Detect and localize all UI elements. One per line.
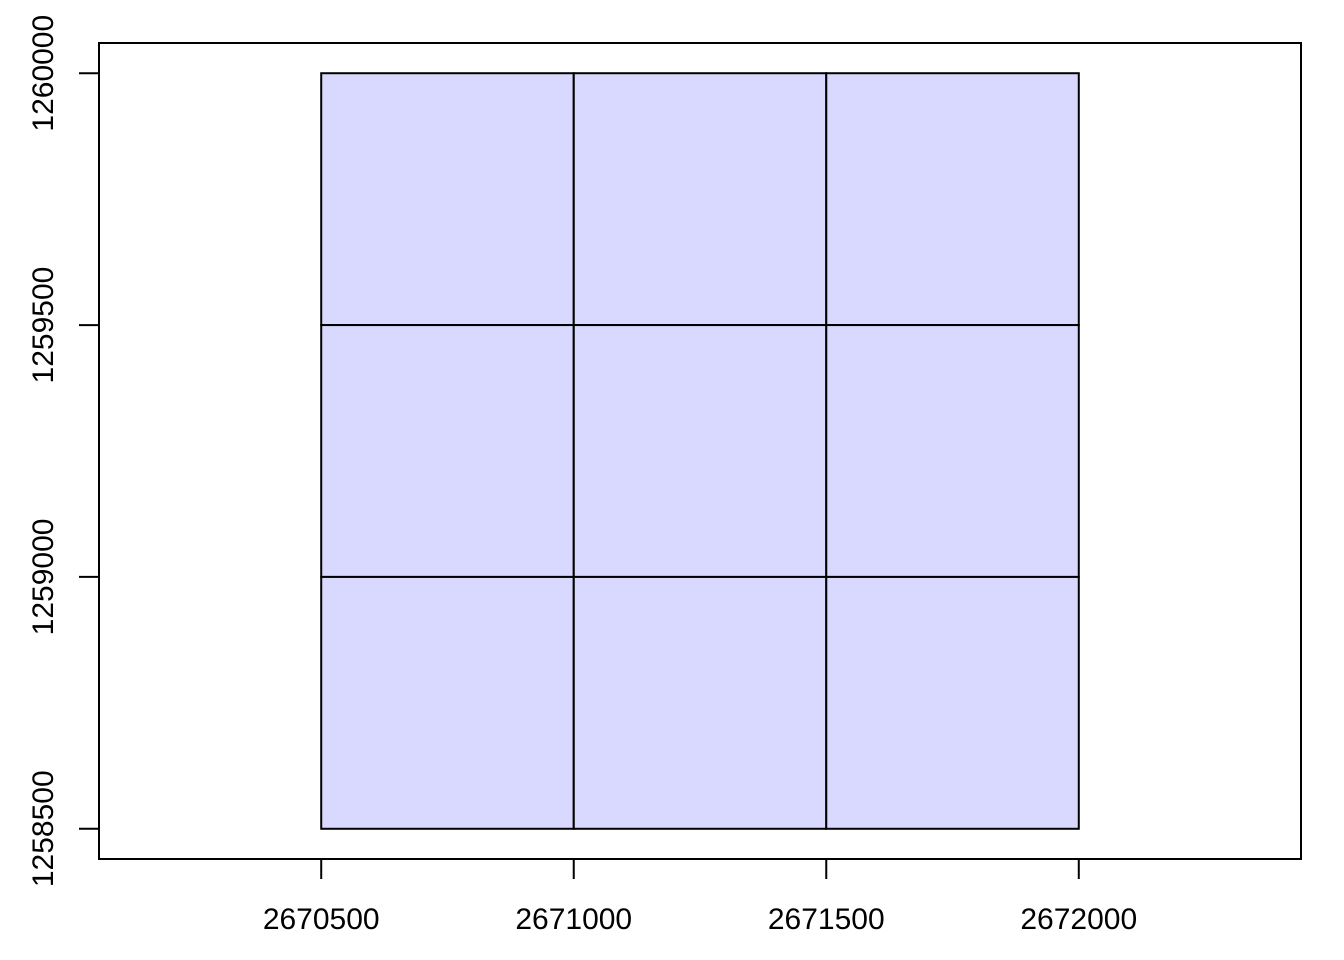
grid-cell-4 [320,324,575,578]
cells-layer [320,72,1080,830]
grid-cell-8 [572,575,828,830]
x-tick-label-3: 2671500 [768,903,885,936]
y-tick-label-4: 1260000 [27,15,60,132]
grid-cell-1 [320,72,575,327]
x-tick-label-2: 2671000 [515,903,632,936]
y-tick-label-2: 1259000 [27,519,60,636]
grid-cell-5 [572,324,828,578]
x-tick-label-4: 2672000 [1020,903,1137,936]
y-axis: 1258500 1259000 1259500 1260000 [27,15,100,887]
x-axis: 2670500 2671000 2671500 2672000 [263,858,1137,936]
grid-cell-3 [825,72,1080,327]
y-tick-label-1: 1258500 [27,770,60,887]
x-tick-label-1: 2670500 [263,903,380,936]
grid-cell-9 [825,575,1080,830]
y-tick-label-3: 1259500 [27,267,60,384]
grid-cell-7 [320,575,575,830]
grid-cell-2 [572,72,828,327]
grid-cell-6 [825,324,1080,578]
